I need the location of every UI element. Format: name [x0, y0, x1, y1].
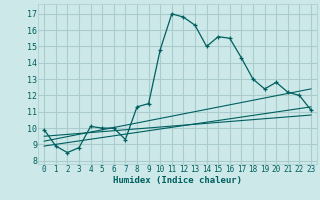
X-axis label: Humidex (Indice chaleur): Humidex (Indice chaleur)	[113, 176, 242, 185]
